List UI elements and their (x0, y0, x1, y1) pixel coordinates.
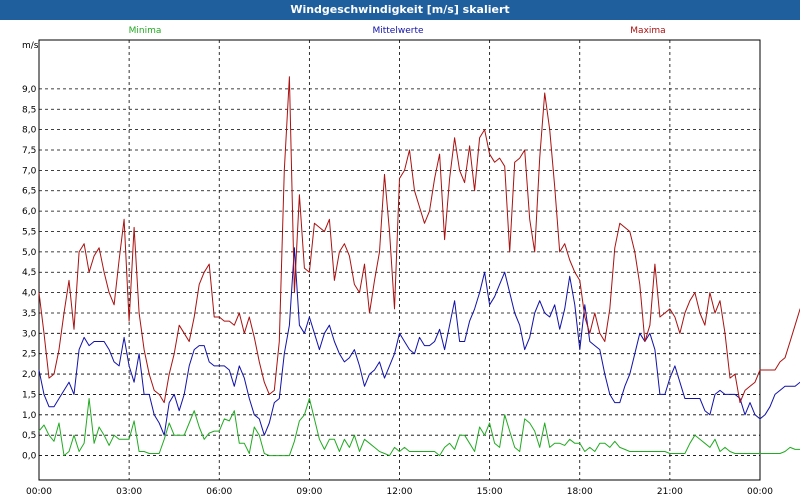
x-tick-time: 00:00 (747, 487, 773, 497)
series-line-maxima (38, 76, 800, 404)
y-tick-label: 4,0 (22, 289, 37, 299)
y-tick-label: 3,5 (22, 309, 36, 319)
y-tick-label: 1,0 (22, 411, 37, 421)
y-tick-label: 9,0 (22, 85, 37, 95)
x-tick-time: 06:00 (206, 487, 232, 497)
x-tick-time: 18:00 (567, 487, 593, 497)
legend-entry: Maxima (630, 26, 665, 36)
wind-speed-chart: Minima Mittelwerte Maxima 0,0 0,5 1,0 1,5 2,0 2… (22, 26, 800, 497)
x-tick-time: 09:00 (296, 487, 322, 497)
y-tick-label: 5,0 (22, 248, 37, 258)
y-tick-label: 2,0 (22, 370, 37, 380)
y-tick-label: 8,5 (22, 105, 36, 115)
x-tick-time: 00:00 (26, 487, 52, 497)
y-tick-label: 4,5 (22, 268, 36, 278)
legend: Minima Mittelwerte Maxima (129, 26, 666, 36)
y-tick-label: 2,5 (22, 350, 36, 360)
y-tick-label: 3,0 (22, 329, 37, 339)
chart-title: Windgeschwindigkeit [m/s] skaliert (0, 0, 800, 20)
y-tick-label: 0,5 (22, 431, 36, 441)
series-lines (38, 76, 800, 457)
y-tick-label: 8,0 (22, 126, 37, 136)
series-line-minima (38, 398, 800, 457)
y-tick-label: 6,5 (22, 187, 36, 197)
x-tick-time: 12:00 (387, 487, 413, 497)
legend-entry: Minima (129, 26, 162, 36)
axes: 0,0 0,5 1,0 1,5 2,0 2,5 3,0 3,5 4,0 4,5 5,0 5,5 6,0 6… (22, 41, 773, 497)
series-line-mittelwerte (38, 247, 800, 436)
y-tick-label: 6,0 (22, 207, 37, 217)
x-tick-time: 15:00 (477, 487, 503, 497)
y-tick-label: 0,0 (22, 452, 37, 462)
y-tick-label: 7,0 (22, 166, 37, 176)
y-tick-label: 1,5 (22, 390, 36, 400)
legend-entry: Mittelwerte (372, 26, 423, 36)
x-tick-time: 21:00 (657, 487, 683, 497)
y-tick-label: 7,5 (22, 146, 36, 156)
x-tick-time: 03:00 (116, 487, 142, 497)
grid (38, 39, 761, 481)
y-axis-unit: m/s (22, 41, 39, 51)
y-tick-label: 5,5 (22, 227, 36, 237)
